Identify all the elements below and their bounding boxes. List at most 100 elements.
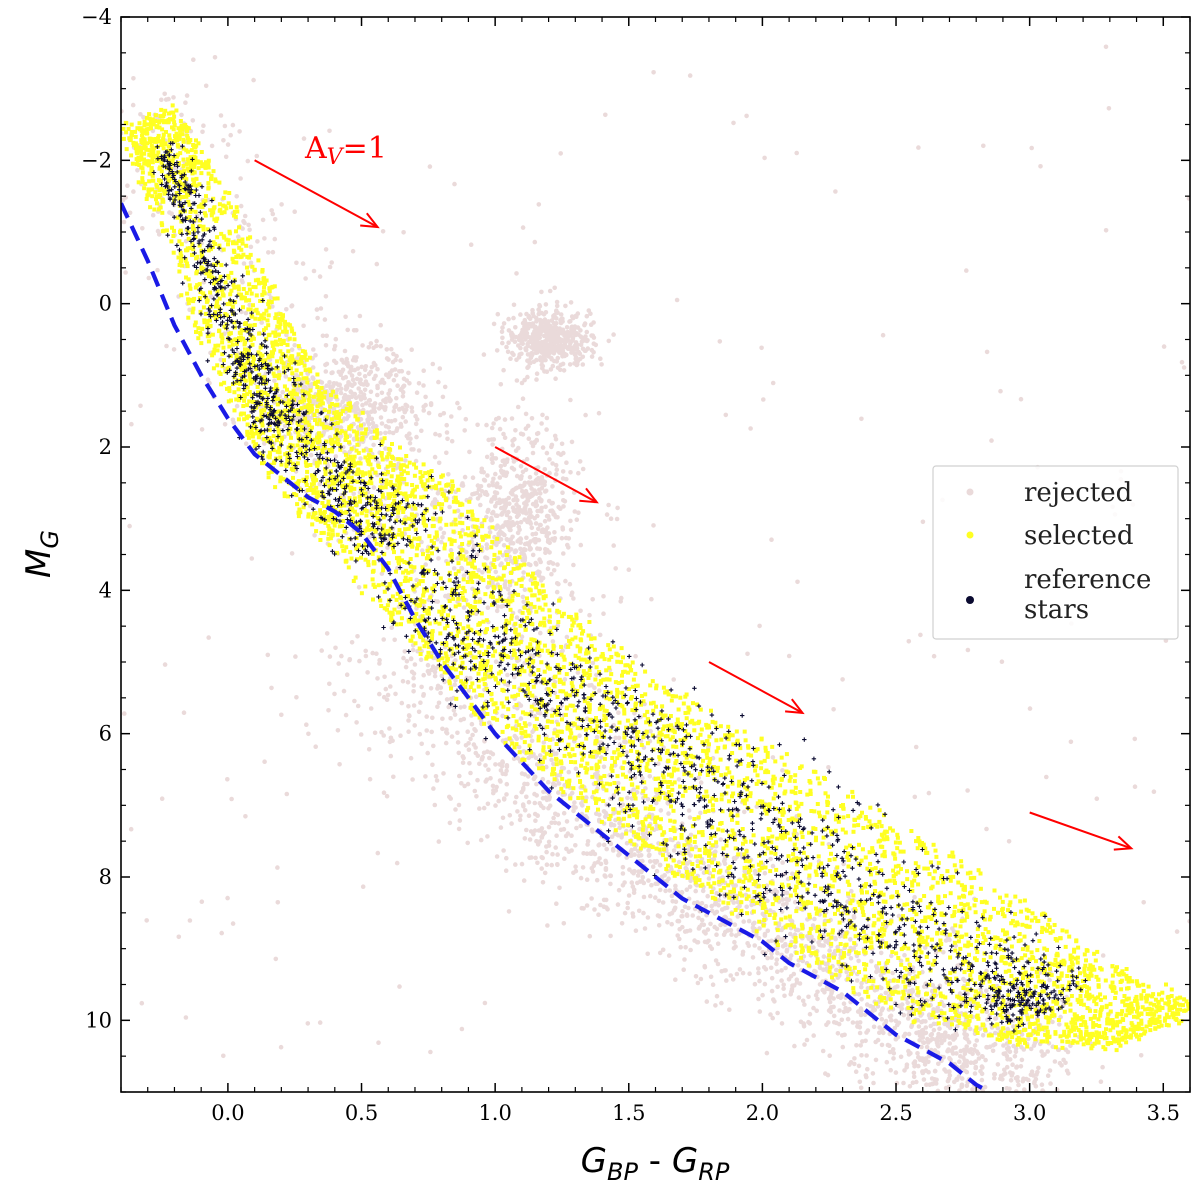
rejected-point — [722, 929, 728, 935]
rejected-point — [513, 862, 518, 867]
rejected-point — [200, 129, 205, 135]
rejected-point — [481, 805, 487, 811]
rejected-point — [871, 1024, 877, 1030]
rejected-point — [353, 401, 358, 407]
rejected-point — [212, 55, 218, 60]
rejected-point — [704, 999, 710, 1004]
rejected-point — [648, 728, 653, 734]
rejected-point — [934, 1111, 939, 1116]
rejected-point — [572, 800, 577, 805]
rejected-point — [504, 792, 509, 797]
rejected-point — [590, 869, 596, 874]
rejected-point — [575, 670, 581, 675]
rejected-point — [937, 983, 943, 989]
rejected-point — [831, 996, 836, 1001]
rejected-point — [436, 460, 442, 466]
rejected-point — [603, 112, 608, 118]
rejected-point — [775, 950, 780, 956]
rejected-point — [912, 894, 917, 900]
rejected-point — [131, 76, 136, 81]
rejected-point — [360, 884, 366, 889]
rejected-point — [924, 1082, 929, 1087]
rejected-point — [164, 343, 169, 349]
rejected-point — [636, 853, 642, 859]
selected-point — [697, 847, 702, 852]
rejected-point — [528, 352, 534, 358]
rejected-point — [324, 631, 330, 636]
rejected-point — [560, 490, 565, 496]
selected-point — [659, 817, 663, 822]
rejected-point — [389, 625, 395, 630]
rejected-point — [599, 755, 604, 760]
rejected-point — [733, 933, 739, 938]
rejected-point — [794, 150, 799, 156]
rejected-point — [859, 416, 864, 422]
rejected-point — [367, 397, 373, 403]
rejected-point — [840, 677, 845, 682]
rejected-point — [501, 367, 506, 373]
rejected-point — [529, 525, 535, 531]
rejected-point — [796, 995, 802, 1000]
rejected-point — [993, 1016, 999, 1021]
rejected-point — [497, 475, 503, 480]
selected-point — [327, 543, 332, 548]
rejected-point — [380, 405, 386, 410]
rejected-point — [840, 1044, 846, 1050]
rejected-point — [537, 753, 543, 758]
rejected-point — [384, 347, 390, 352]
rejected-point — [483, 489, 489, 495]
rejected-point — [631, 787, 636, 792]
rejected-point — [629, 847, 634, 853]
rejected-point — [382, 674, 387, 680]
rejected-point — [444, 697, 450, 702]
rejected-point — [1031, 1043, 1037, 1048]
rejected-point — [361, 382, 366, 387]
rejected-point — [1015, 1075, 1020, 1080]
rejected-point — [698, 780, 704, 785]
rejected-point — [964, 1044, 969, 1049]
rejected-point — [542, 489, 548, 494]
rejected-point — [504, 855, 509, 861]
rejected-point — [724, 905, 730, 910]
rejected-point — [622, 880, 627, 885]
rejected-point — [566, 769, 572, 775]
selected-point — [559, 769, 564, 774]
rejected-point — [266, 250, 271, 255]
rejected-point — [269, 208, 275, 213]
rejected-point — [229, 796, 234, 802]
rejected-point — [561, 810, 567, 816]
rejected-point — [543, 302, 549, 307]
rejected-point — [489, 437, 495, 442]
rejected-point — [1039, 1049, 1044, 1054]
rejected-point — [922, 1062, 928, 1067]
rejected-point — [560, 361, 566, 367]
rejected-point — [423, 394, 428, 400]
selected-point — [492, 557, 497, 562]
rejected-point — [792, 944, 798, 950]
rejected-point — [577, 459, 583, 464]
rejected-point — [363, 648, 369, 654]
rejected-point — [522, 334, 528, 339]
rejected-point — [780, 897, 786, 902]
rejected-point — [560, 319, 565, 324]
rejected-point — [452, 682, 458, 687]
rejected-point — [680, 909, 685, 914]
rejected-point — [714, 890, 719, 896]
selected-point — [526, 572, 530, 577]
rejected-point — [649, 882, 654, 888]
rejected-point — [518, 716, 524, 721]
rejected-point — [234, 194, 239, 199]
rejected-point — [539, 834, 544, 840]
rejected-point — [959, 1093, 964, 1098]
rejected-point — [542, 518, 548, 524]
rejected-point — [344, 672, 350, 677]
rejected-point — [456, 802, 462, 808]
rejected-point — [848, 956, 854, 961]
rejected-point — [508, 541, 513, 546]
rejected-point — [919, 1099, 924, 1104]
rejected-point — [533, 521, 539, 526]
selected-point — [830, 975, 834, 980]
rejected-point — [549, 318, 555, 323]
rejected-point — [652, 859, 657, 864]
rejected-point — [381, 694, 387, 700]
